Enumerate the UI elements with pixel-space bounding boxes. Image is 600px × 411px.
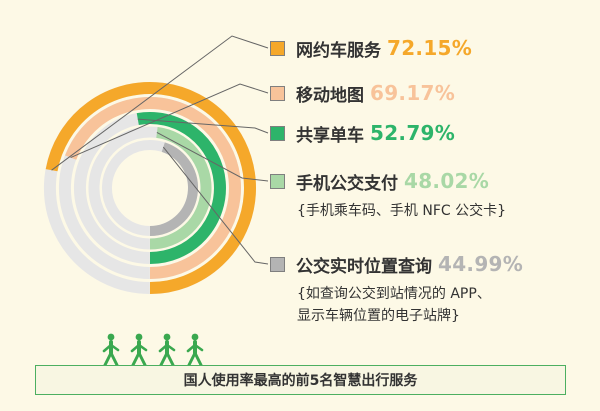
leader-line-bike-sharing <box>137 118 269 134</box>
people-icons <box>100 333 206 367</box>
legend-swatch <box>270 40 285 56</box>
legend-item-ride-hailing: 网约车服务 72.15% <box>270 36 473 61</box>
leader-line-mobile-map <box>70 83 269 159</box>
leader-line-mobile-bus-payment <box>156 131 269 182</box>
walking-person-icon <box>130 333 148 367</box>
legend-item-mobile-bus-payment: 手机公交支付 48.02% <box>270 169 490 194</box>
walking-person-icon <box>158 333 176 367</box>
legend-item-mobile-map: 移动地图 69.17% <box>270 81 456 106</box>
legend-swatch <box>270 256 285 272</box>
legend-value: 69.17% <box>370 81 456 105</box>
legend-swatch <box>270 85 285 101</box>
legend-value: 72.15% <box>387 36 473 60</box>
walking-person-icon <box>102 333 120 367</box>
legend-note-bus-realtime: {如查询公交到站情况的 APP、 显示车辆位置的电子站牌} <box>297 286 491 324</box>
legend-label: 手机公交支付 <box>296 173 398 194</box>
bar-arc-ride-hailing <box>45 82 256 294</box>
legend-value: 44.99% <box>438 252 524 276</box>
legend-label: 移动地图 <box>296 85 364 106</box>
bar-arc-mobile-bus-payment <box>149 126 212 250</box>
legend-swatch <box>270 125 285 141</box>
chart-legend: 网约车服务 72.15% 移动地图 69.17% 共享单车 52.79% 手机公… <box>270 0 600 360</box>
legend-swatch <box>270 173 285 189</box>
leader-line-ride-hailing <box>51 35 269 171</box>
walking-person-icon <box>186 333 204 367</box>
chart-title: 国人使用率最高的前5名智慧出行服务 <box>183 373 418 389</box>
legend-item-bus-realtime: 公交实时位置查询 44.99% <box>270 252 524 277</box>
legend-label: 网约车服务 <box>296 40 381 61</box>
chart-title-banner: 国人使用率最高的前5名智慧出行服务 <box>35 365 566 395</box>
bar-arc-mobile-map <box>65 97 241 279</box>
legend-label: 共享单车 <box>296 125 364 146</box>
leader-line-bus-realtime <box>162 146 269 265</box>
bar-arc-bus-realtime <box>149 142 198 236</box>
legend-item-bike-sharing: 共享单车 52.79% <box>270 121 456 146</box>
legend-value: 48.02% <box>404 169 490 193</box>
legend-label: 公交实时位置查询 <box>296 256 432 277</box>
legend-note-bus-payment: {手机乘车码、手机 NFC 公交卡} <box>297 203 507 219</box>
legend-value: 52.79% <box>370 121 456 145</box>
